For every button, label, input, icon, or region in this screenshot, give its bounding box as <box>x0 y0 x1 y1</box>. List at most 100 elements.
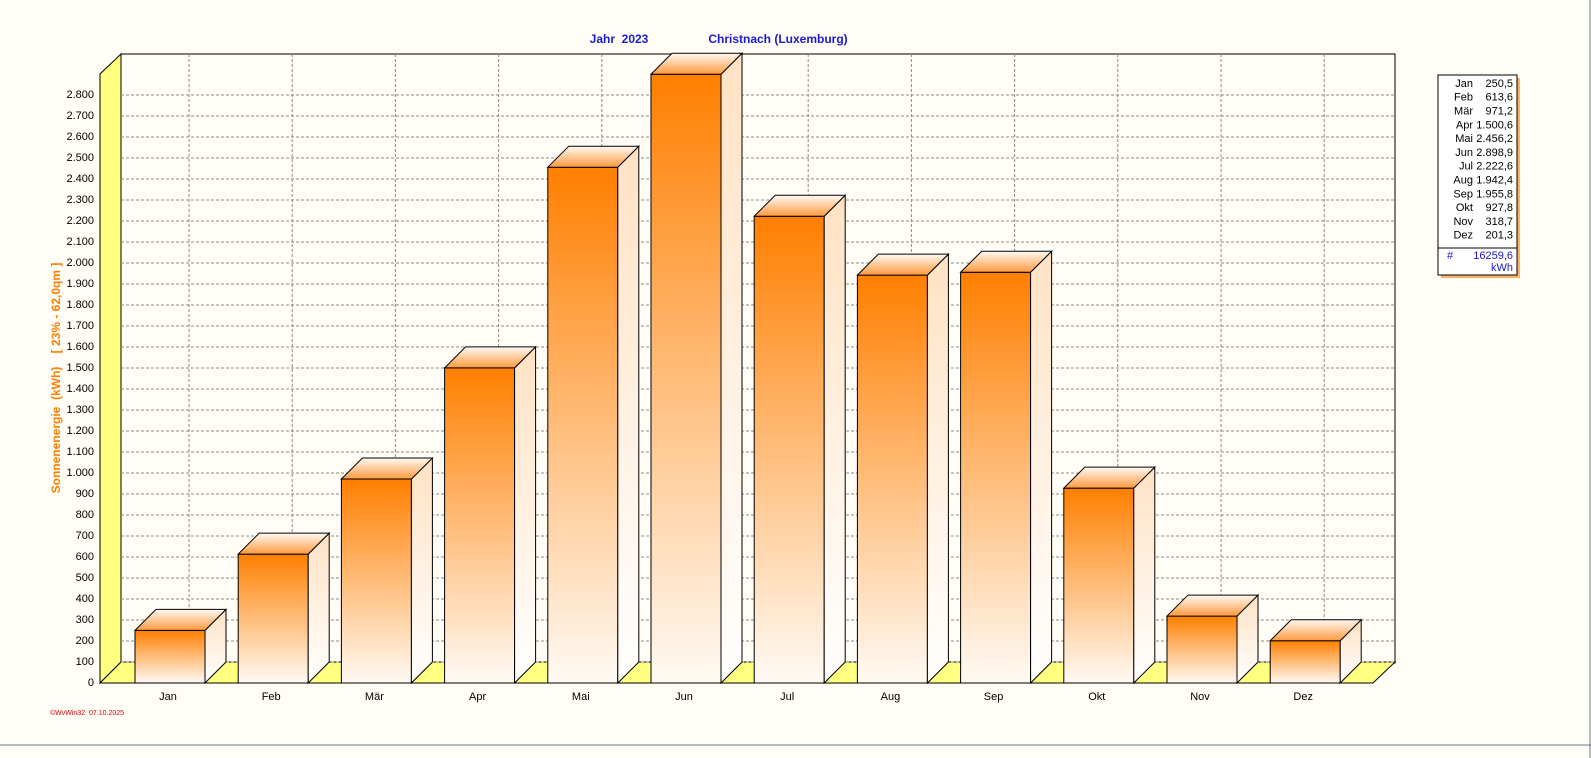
legend-box <box>1437 74 1518 276</box>
x-tick-label: Jul <box>780 691 794 703</box>
bar-top <box>649 52 744 75</box>
bar <box>1165 593 1260 685</box>
y-tick-label: 2.300 <box>66 194 94 206</box>
y-tick-label: 2.100 <box>66 236 94 248</box>
bar-front <box>753 215 825 684</box>
bar-side <box>307 531 330 685</box>
y-tick-label: 1.600 <box>66 341 94 353</box>
y-tick-label: 700 <box>76 530 94 542</box>
legend-value: 2.222,6 <box>1476 161 1513 173</box>
bar <box>1268 618 1363 685</box>
y-tick-label: 2.500 <box>66 152 94 164</box>
bar <box>752 194 847 685</box>
bar <box>959 250 1053 685</box>
legend-value: 2.898,9 <box>1476 147 1513 159</box>
y-tick-label: 500 <box>76 572 94 584</box>
legend-category: Okt <box>1456 202 1473 214</box>
legend-value: 1.955,8 <box>1476 188 1513 200</box>
bar-top <box>546 145 641 168</box>
bar <box>1062 465 1157 685</box>
legend-value: 1.500,6 <box>1476 119 1513 131</box>
legend-value: 318,7 <box>1485 216 1513 228</box>
legend-value: 927,8 <box>1485 202 1513 214</box>
x-tick-label: Jan <box>159 691 177 703</box>
legend-category: Sep <box>1453 188 1473 200</box>
bar-front <box>237 553 309 684</box>
bar-top <box>959 250 1053 273</box>
legend-category: Jun <box>1455 147 1473 159</box>
x-tick-label: Nov <box>1190 691 1210 703</box>
bar-side <box>720 52 743 685</box>
legend: # 16259,6 kWh Jan 250,5 Feb 613,6 Mär 971,2 Ap… <box>1437 74 1520 278</box>
x-tick-label: Dez <box>1293 691 1313 703</box>
bar <box>443 345 537 685</box>
bar-front <box>856 274 928 684</box>
y-tick-label: 1.300 <box>66 404 94 416</box>
legend-category: Mai <box>1455 133 1473 145</box>
y-tick-label: 2.000 <box>66 257 94 269</box>
x-tick-label: Sep <box>984 691 1004 703</box>
total-unit: kWh <box>1491 262 1513 274</box>
bar <box>649 52 744 685</box>
y-tick-label: 2.600 <box>66 131 94 143</box>
bar-top <box>133 608 228 631</box>
bar-side <box>1133 465 1156 685</box>
bar-top <box>752 194 847 217</box>
y-tick-label: 1.800 <box>66 299 94 311</box>
legend-value: 971,2 <box>1485 106 1513 118</box>
bar <box>546 144 641 685</box>
bar-front <box>1269 640 1341 684</box>
x-tick-label: Jun <box>675 691 693 703</box>
bar <box>340 456 434 685</box>
legend-category: Jul <box>1459 161 1473 173</box>
footer: ©WvWin32 07.10.2025 <box>50 709 124 717</box>
left-wall <box>99 52 122 685</box>
y-tick-label: 1.700 <box>66 320 94 332</box>
bar-front <box>1166 615 1238 684</box>
bar <box>236 531 331 685</box>
y-tick-label: 200 <box>76 635 94 647</box>
y-tick-label: 100 <box>76 656 94 668</box>
bar-side <box>823 194 846 685</box>
legend-category: Aug <box>1453 175 1473 187</box>
bar-side <box>1030 250 1053 685</box>
bar-front <box>444 367 516 684</box>
x-tick-label: Feb <box>262 691 281 703</box>
y-tick-label: 2.400 <box>66 173 94 185</box>
legend-category: Jan <box>1455 78 1473 90</box>
x-tick-label: Okt <box>1088 691 1105 703</box>
bar-top <box>1165 594 1260 617</box>
chart-title: Jahr 2023 <box>590 32 649 46</box>
bar-front <box>340 478 412 684</box>
y-tick-label: 0 <box>88 677 94 689</box>
y-tick-label: 1.100 <box>66 446 94 458</box>
bar-top <box>443 346 537 369</box>
y-tick-label: 900 <box>76 488 94 500</box>
y-tick-label: 1.000 <box>66 467 94 479</box>
legend-category: Apr <box>1456 119 1473 131</box>
bar-side <box>410 456 433 685</box>
chart-subtitle: Christnach (Luxemburg) <box>708 32 847 46</box>
legend-value: 201,3 <box>1485 230 1513 242</box>
total-symbol: # <box>1447 250 1454 262</box>
legend-value: 613,6 <box>1485 92 1513 104</box>
legend-value: 2.456,2 <box>1476 133 1513 145</box>
y-tick-label: 1.900 <box>66 278 94 290</box>
total-value: 16259,6 <box>1473 250 1513 262</box>
x-tick-label: Mär <box>365 691 384 703</box>
bar-top <box>236 532 331 555</box>
y-axis-label: Sonnenenergie (kWh) [ 23% - 62,0qm ] <box>49 263 63 494</box>
bar-side <box>617 144 640 685</box>
bar-side <box>514 345 537 685</box>
bar <box>856 252 950 685</box>
y-tick-label: 1.400 <box>66 383 94 395</box>
y-tick-label: 600 <box>76 551 94 563</box>
x-tick-label: Mai <box>572 691 590 703</box>
y-tick-label: 1.200 <box>66 425 94 437</box>
legend-value: 250,5 <box>1485 78 1513 90</box>
y-tick-label: 2.700 <box>66 110 94 122</box>
bar-front <box>1063 487 1135 684</box>
bar-top <box>340 457 434 480</box>
bar-top <box>1268 619 1363 642</box>
